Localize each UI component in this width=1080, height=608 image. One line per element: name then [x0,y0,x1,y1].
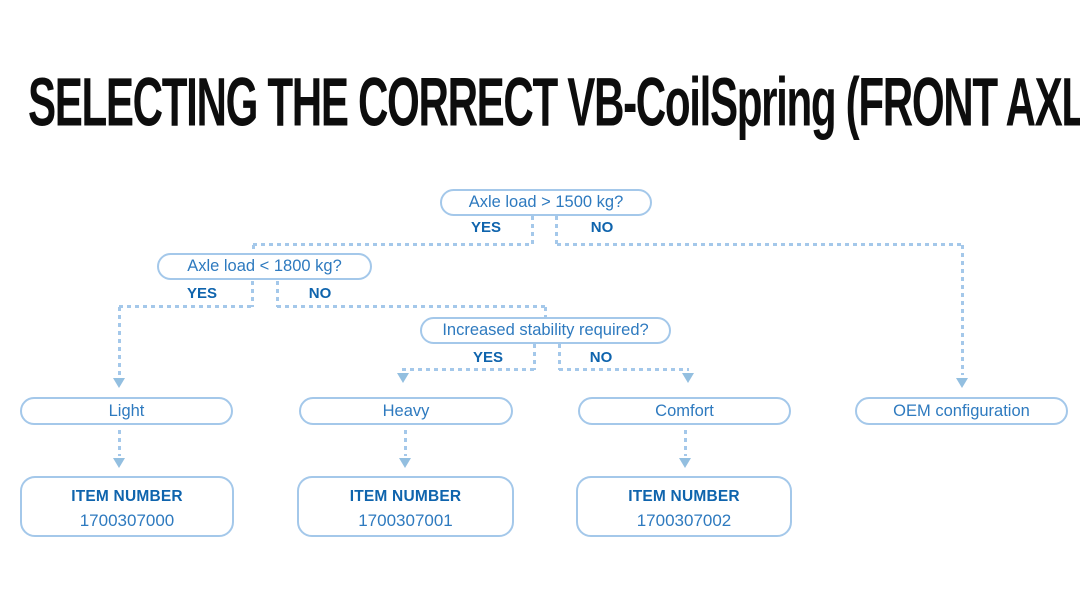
arrow-down-icon-item-2 [399,458,411,468]
decision-box-axle-load-1800: Axle load < 1800 kg? [157,253,372,280]
connector-into-decision-3 [544,307,547,317]
connector-d2-yes-horizontal [119,305,253,308]
arrow-down-icon-oem [956,378,968,388]
connector-d3-no-horizontal [559,368,689,371]
yes-label-decision-2: YES [186,285,217,302]
item-number-box-2: ITEM NUMBER 1700307001 [297,476,514,537]
connector-d1-no-drop [555,216,558,245]
decision-box-increased-stability: Increased stability required? [420,317,671,344]
decision-label: Axle load > 1500 kg? [468,193,624,211]
yes-label-decision-1: YES [470,219,501,236]
connector-into-decision-2 [252,245,255,253]
connector-d1-no-horizontal [557,243,963,246]
result-label: Light [108,401,145,420]
connector-d3-yes-drop [533,344,536,370]
result-box-heavy: Heavy [299,397,513,425]
result-label: Comfort [655,401,714,420]
connector-comfort-to-item [684,430,687,456]
arrow-down-icon-item-1 [113,458,125,468]
connector-d3-yes-horizontal [402,368,534,371]
connector-d1-yes-horizontal [253,243,533,246]
result-label: OEM configuration [893,401,1030,420]
result-box-comfort: Comfort [578,397,791,425]
item-number-value: 1700307001 [358,511,453,530]
item-number-box-3: ITEM NUMBER 1700307002 [576,476,792,537]
result-box-oem-configuration: OEM configuration [855,397,1068,425]
item-number-heading: ITEM NUMBER [628,488,740,505]
connector-d3-no-drop [558,344,561,370]
no-label-decision-3: NO [589,349,613,366]
arrow-down-icon-heavy [397,373,409,383]
connector-d2-no-drop [276,281,279,307]
connector-to-light [118,307,121,376]
decision-label: Axle load < 1800 kg? [187,257,342,275]
connector-d2-no-horizontal [277,305,546,308]
page-title-wrap: SELECTING THE CORRECT VB-CoilSpring (FRO… [28,64,1080,141]
connector-d2-yes-drop [251,281,254,307]
page-title: SELECTING THE CORRECT VB-CoilSpring (FRO… [28,65,1080,141]
no-label-decision-2: NO [308,285,332,302]
connector-d1-yes-drop [531,216,534,245]
connector-to-oem [961,245,964,375]
decision-label: Increased stability required? [442,321,649,339]
item-number-value: 1700307002 [636,511,732,530]
decision-box-axle-load-1500: Axle load > 1500 kg? [440,189,652,216]
arrow-down-icon-light [113,378,125,388]
item-number-value: 1700307000 [79,511,175,530]
yes-label-decision-3: YES [472,349,503,366]
arrow-down-icon-item-3 [679,458,691,468]
item-number-heading: ITEM NUMBER [71,488,183,505]
arrow-down-icon-comfort [682,373,694,383]
item-number-box-1: ITEM NUMBER 1700307000 [20,476,234,537]
connector-light-to-item [118,430,121,456]
no-label-decision-1: NO [590,219,614,236]
result-label: Heavy [382,401,430,420]
connector-heavy-to-item [404,430,407,456]
result-box-light: Light [20,397,233,425]
item-number-heading: ITEM NUMBER [349,488,462,505]
